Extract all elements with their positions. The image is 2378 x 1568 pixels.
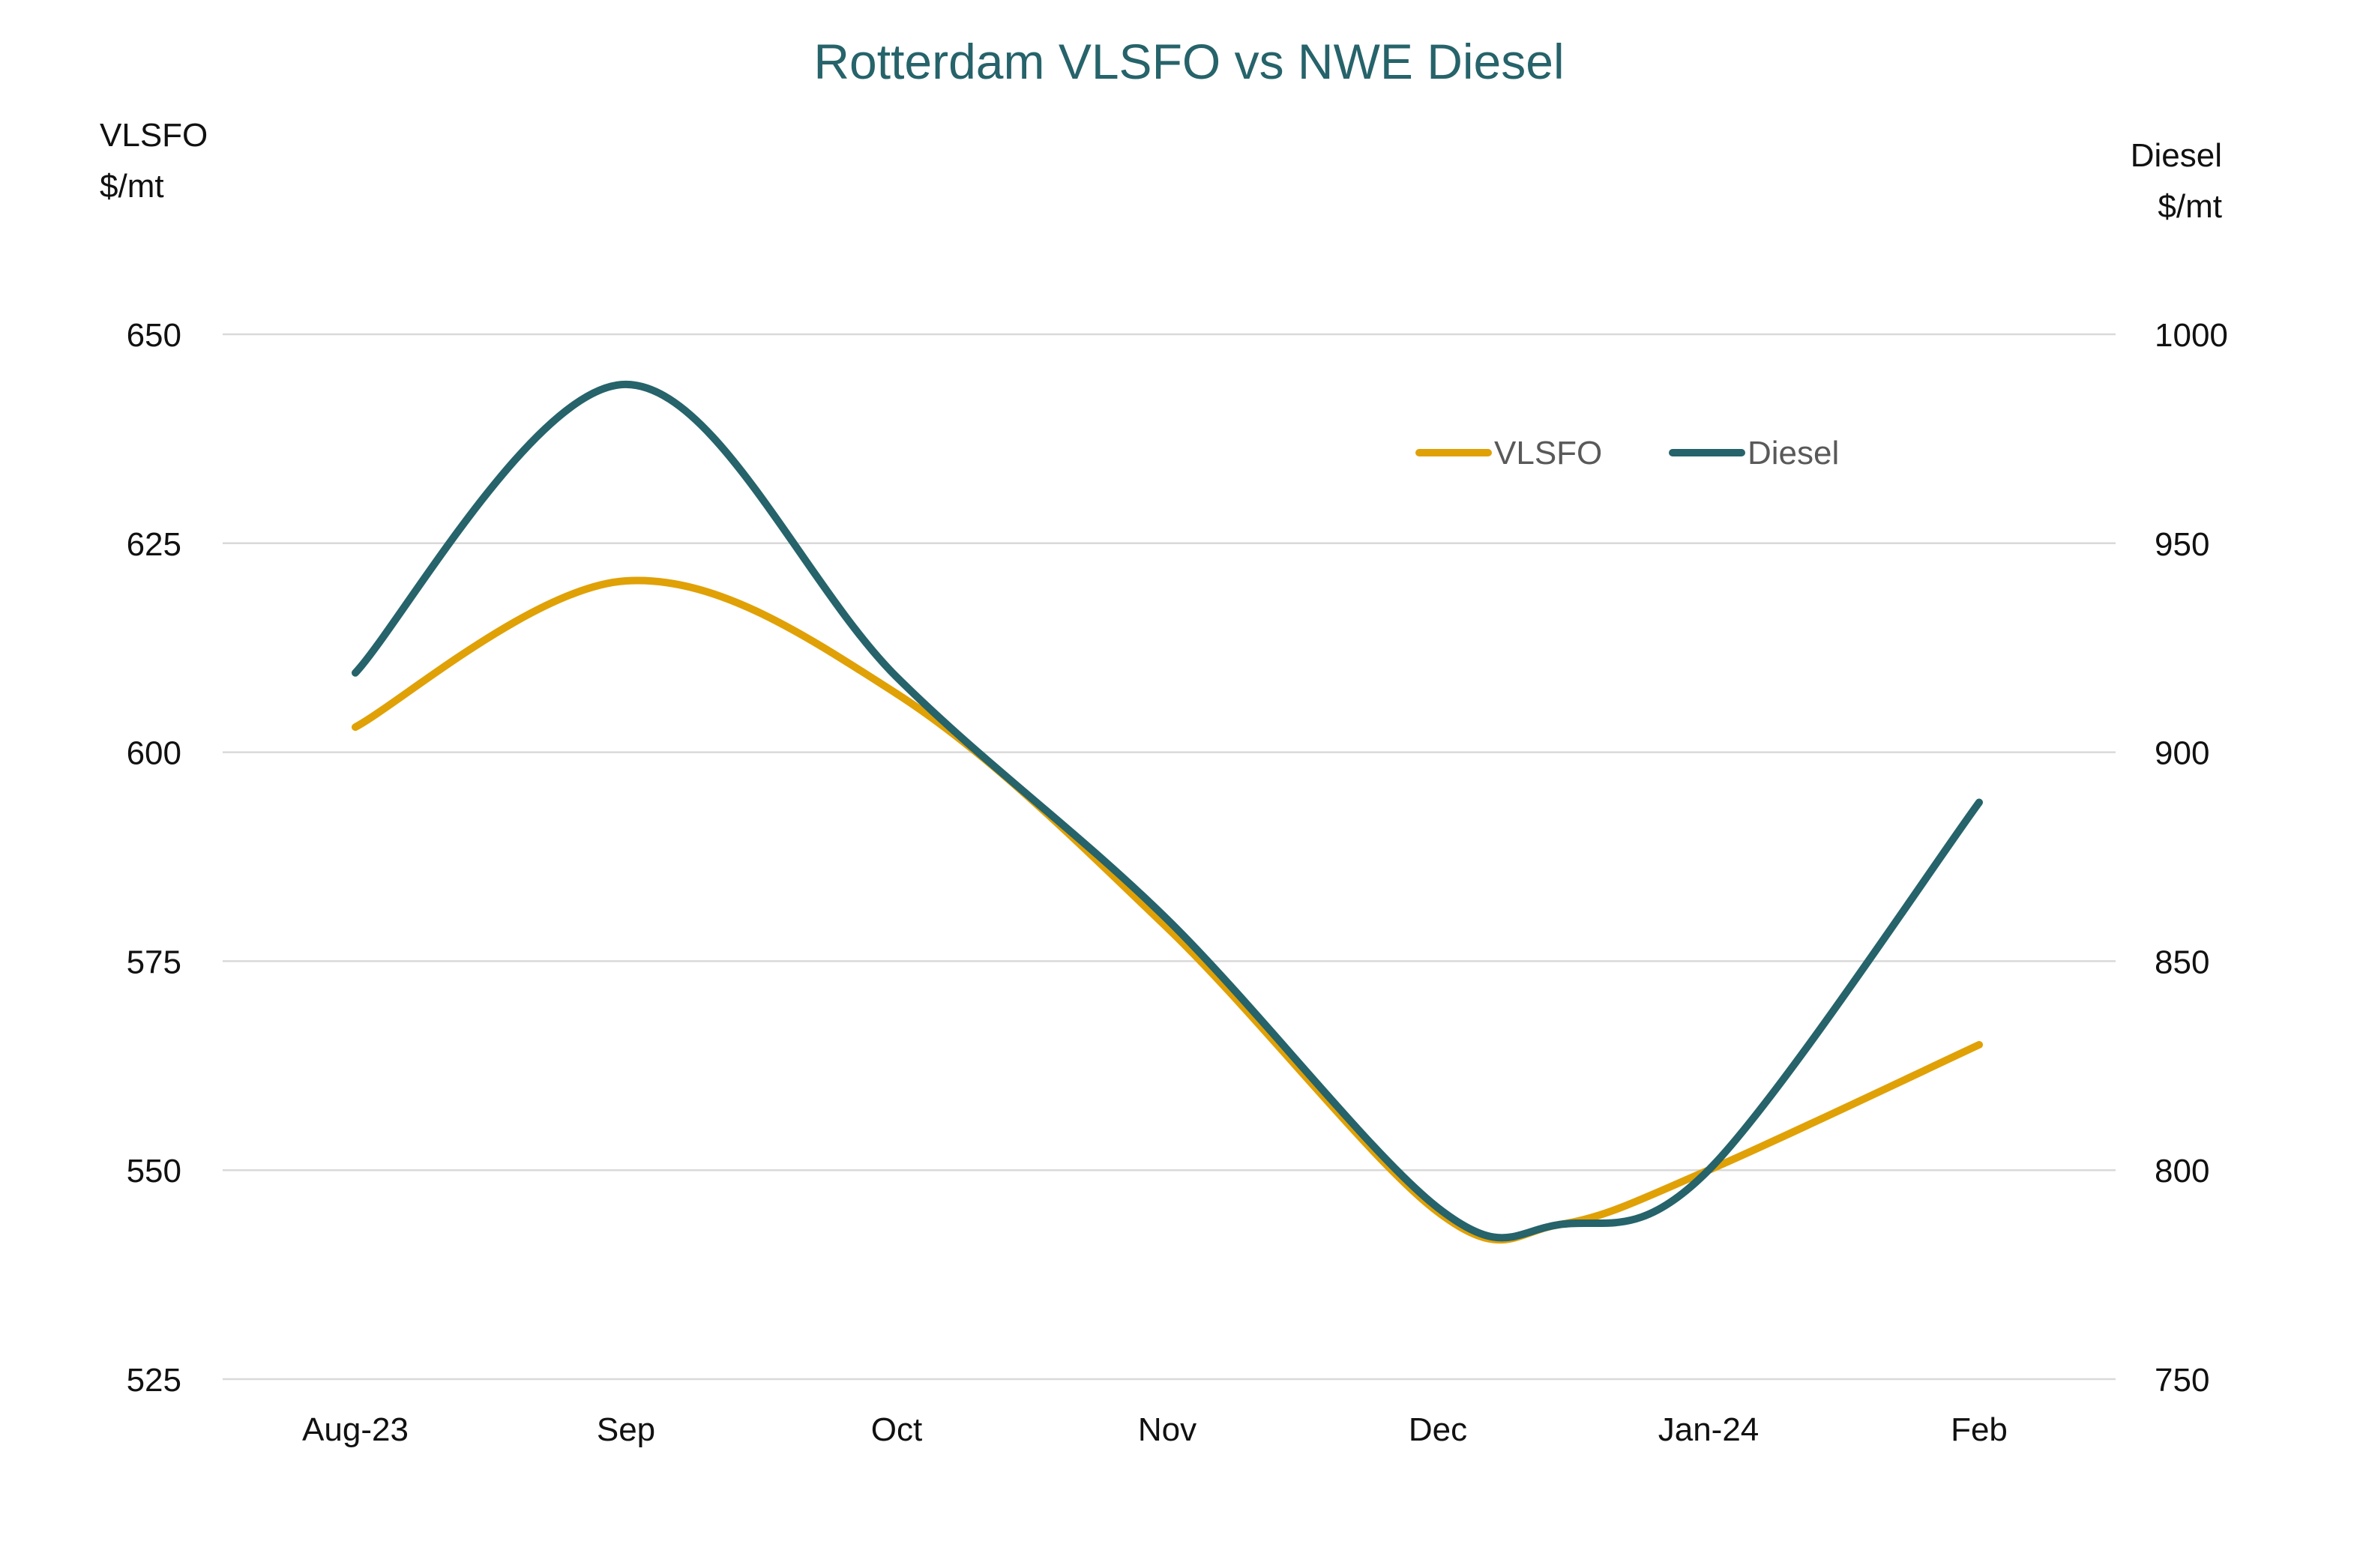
x-tick-label: Aug-23 xyxy=(302,1411,409,1448)
x-tick-label: Oct xyxy=(871,1411,922,1448)
right-axis-title-line1: Diesel xyxy=(2131,137,2222,174)
gridlines xyxy=(223,333,2116,1381)
left-tick-label: 625 xyxy=(127,526,181,563)
x-tick-label: Feb xyxy=(1951,1411,2008,1448)
left-tick-label: 525 xyxy=(127,1362,181,1399)
right-axis-title-line2: $/mt xyxy=(2158,188,2222,225)
right-tick-label: 850 xyxy=(2155,944,2209,980)
x-tick-label: Sep xyxy=(597,1411,655,1448)
right-tick-label: 750 xyxy=(2155,1362,2209,1399)
left-tick-label: 550 xyxy=(127,1153,181,1189)
x-tick-label: Jan-24 xyxy=(1658,1411,1760,1448)
series-lines xyxy=(352,380,1983,1244)
series-line-vlsfo xyxy=(352,576,1983,1244)
left-axis-ticks: 525 550 575 600 625 650 xyxy=(127,317,181,1399)
right-tick-label: 1000 xyxy=(2155,317,2228,354)
x-tick-label: Dec xyxy=(1409,1411,1467,1448)
legend-label-vlsfo: VLSFO xyxy=(1494,435,1602,471)
series-line-diesel xyxy=(352,380,1983,1242)
right-tick-label: 900 xyxy=(2155,735,2209,772)
legend: VLSFO Diesel xyxy=(1415,435,1839,471)
left-tick-label: 575 xyxy=(127,944,181,980)
left-tick-label: 600 xyxy=(127,735,181,772)
x-axis-ticks: Aug-23 Sep Oct Nov Dec Jan-24 Feb xyxy=(302,1411,2008,1448)
left-axis-title-line1: VLSFO xyxy=(100,117,208,154)
chart-title: Rotterdam VLSFO vs NWE Diesel xyxy=(813,34,1564,89)
left-tick-label: 650 xyxy=(127,317,181,354)
right-tick-label: 950 xyxy=(2155,526,2209,563)
x-tick-label: Nov xyxy=(1138,1411,1196,1448)
right-axis-ticks: 750 800 850 900 950 1000 xyxy=(2155,317,2228,1399)
legend-label-diesel: Diesel xyxy=(1748,435,1839,471)
right-tick-label: 800 xyxy=(2155,1153,2209,1189)
left-axis-title-line2: $/mt xyxy=(100,168,164,205)
